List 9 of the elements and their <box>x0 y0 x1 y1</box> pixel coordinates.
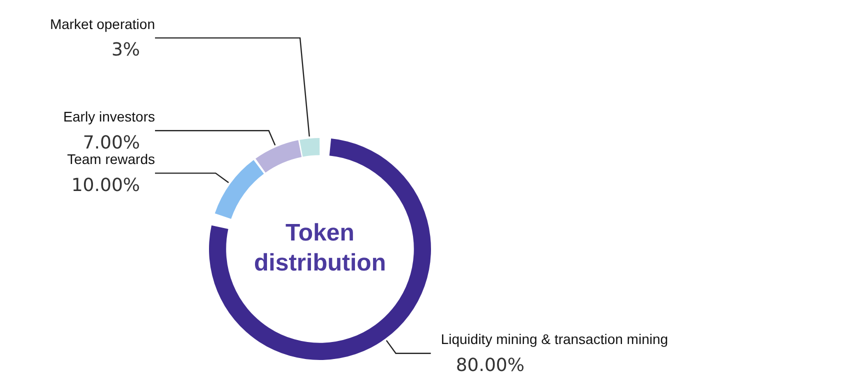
data-label: 10.00% <box>71 174 140 196</box>
slice-label: Early investors <box>63 108 155 124</box>
slice-label: Liquidity mining & transaction mining <box>440 331 668 348</box>
data-label: 80.00% <box>456 355 524 376</box>
data-label: 7.00% <box>82 132 140 154</box>
slice-label: Team rewards <box>67 151 155 168</box>
text: Token distribution <box>254 220 386 277</box>
data-label: 3% <box>111 40 140 61</box>
slice-label: Market operation <box>50 16 155 32</box>
